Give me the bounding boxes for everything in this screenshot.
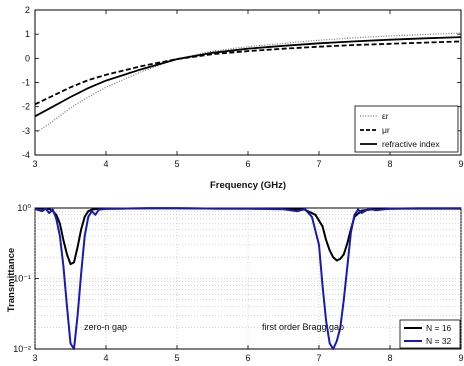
bottom-x-tick-label: 9: [458, 353, 463, 363]
bottom-y-tick-label: 10⁻¹: [13, 274, 31, 284]
bottom-series-line-1: [34, 207, 461, 350]
legend-label-mu: μr: [382, 125, 390, 135]
bottom-y-axis-label: Transmittance: [6, 248, 17, 312]
bottom-y-tick-label: 10⁰: [17, 203, 31, 213]
bottom-legend: N = 16 N = 32: [399, 319, 461, 349]
top-x-axis-label: Frequency (GHz): [210, 180, 286, 191]
legend-label-n16: N = 16: [426, 323, 452, 333]
legend-label-eps: εr: [382, 111, 389, 121]
bottom-legend-box: [399, 319, 461, 349]
top-x-tick-label: 5: [174, 159, 179, 169]
bottom-x-tick-label: 7: [316, 353, 321, 363]
top-x-tick-label: 7: [316, 159, 321, 169]
top-x-tick-label: 3: [32, 159, 37, 169]
top-x-tick-label: 4: [103, 159, 108, 169]
legend-label-index: refractive index: [382, 139, 440, 149]
annotation-bragg-gap: first order Bragg gap: [262, 322, 344, 332]
top-x-tick-label: 8: [387, 159, 392, 169]
top-y-tick-label: -3: [22, 126, 30, 136]
top-series-line-2: [34, 36, 462, 118]
top-chart: 3 4 5 6 7 8 9 -4 -3 -2 -1 0 1 2 Frequency (GHz) εr μr…: [22, 5, 464, 191]
top-x-tick-label: 6: [245, 159, 250, 169]
bottom-y-tick-label: 10⁻²: [13, 344, 31, 354]
annotation-zero-n-gap: zero-n gap: [84, 322, 127, 332]
bottom-x-tick-label: 6: [245, 353, 250, 363]
top-y-tick-label: 2: [25, 5, 30, 15]
top-y-tick-label: -1: [22, 78, 30, 88]
bottom-chart: 3 4 5 6 7 8 9 10⁰ 10⁻¹ 10⁻² Transmittance zero-n …: [6, 203, 464, 363]
bottom-x-tick-label: 3: [32, 353, 37, 363]
bottom-x-tick-label: 5: [174, 353, 179, 363]
top-legend: εr μr refractive index: [354, 105, 459, 153]
bottom-x-tick-label: 8: [387, 353, 392, 363]
top-y-tick-label: 1: [25, 29, 30, 39]
legend-label-n32: N = 32: [426, 336, 452, 346]
top-y-tick-label: -4: [22, 150, 30, 160]
top-x-tick-label: 9: [458, 159, 463, 169]
top-y-tick-label: -2: [22, 102, 30, 112]
top-series-line-1: [34, 40, 462, 106]
bottom-x-tick-label: 4: [103, 353, 108, 363]
top-y-tick-label: 0: [25, 53, 30, 63]
